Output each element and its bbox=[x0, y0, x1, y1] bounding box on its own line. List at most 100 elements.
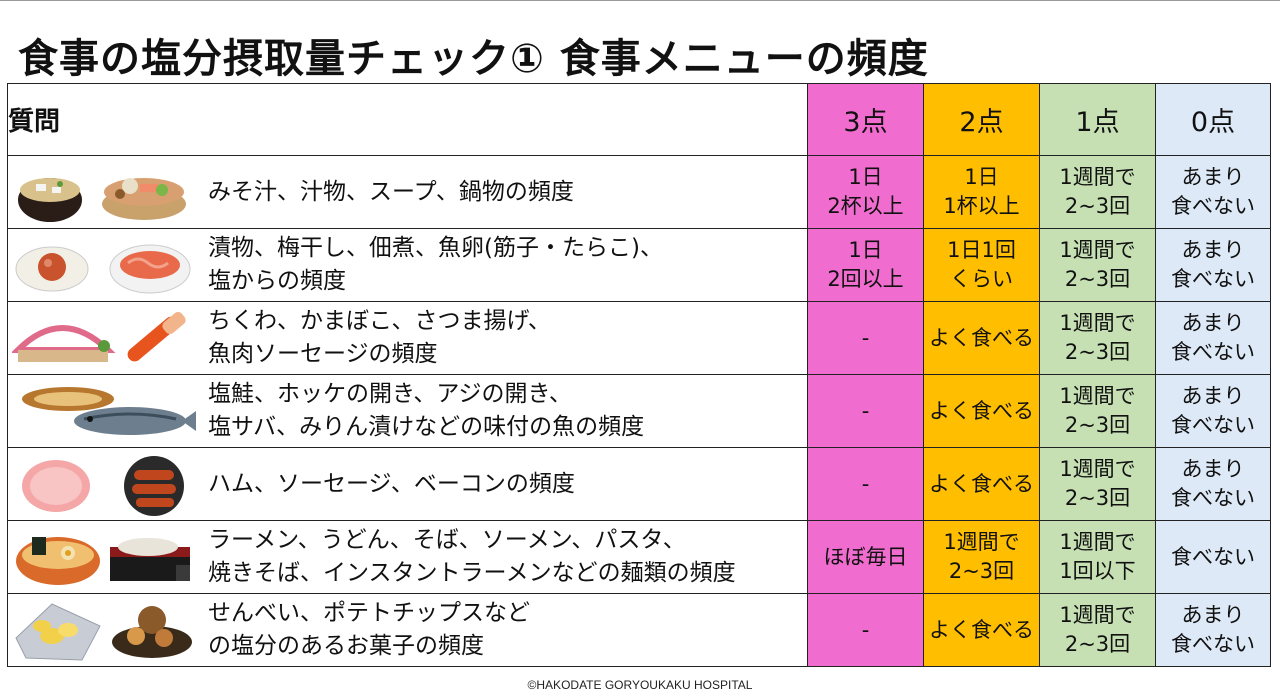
answer-line2: 2~3回 bbox=[1064, 267, 1131, 291]
question-cell: 漬物、梅干し、佃煮、魚卵(筋子・たらこ)、 塩からの頻度 bbox=[7, 228, 808, 302]
answer-line1: - bbox=[861, 398, 870, 423]
answer-2pt: よく食べる bbox=[923, 301, 1040, 375]
answer-line2: 2~3回 bbox=[948, 559, 1015, 583]
answer-1pt: 1週間で 2~3回 bbox=[1039, 374, 1156, 448]
table-row: 漬物、梅干し、佃煮、魚卵(筋子・たらこ)、 塩からの頻度 1日 2回以上 1日1回… bbox=[7, 228, 1271, 302]
answer-line1: あまり bbox=[1181, 384, 1245, 408]
question-text-line2: 塩サバ、みりん漬けなどの味付の魚の頻度 bbox=[208, 414, 645, 440]
answer-line1: 1週間で bbox=[1059, 384, 1136, 408]
soba-icon bbox=[110, 538, 190, 581]
answer-3pt: 1日 2杯以上 bbox=[807, 155, 924, 229]
question-text-line1: ハム、ソーセージ、ベーコンの頻度 bbox=[208, 470, 575, 497]
score-0-header: 0点 bbox=[1155, 83, 1271, 156]
answer-2pt: よく食べる bbox=[923, 593, 1040, 667]
answer-line1: 1週間で bbox=[1059, 530, 1136, 554]
answer-line1: 1週間で bbox=[1059, 603, 1136, 627]
answer-line2: 2回以上 bbox=[827, 267, 904, 291]
answer-line1: あまり bbox=[1181, 311, 1245, 335]
food-illustrations bbox=[12, 311, 186, 362]
answer-2pt: よく食べる bbox=[923, 374, 1040, 448]
answer-2pt: よく食べる bbox=[923, 447, 1040, 521]
shiokara-icon bbox=[109, 244, 191, 294]
answer-line2: 食べない bbox=[1171, 413, 1255, 437]
answer-1pt: 1週間で 2~3回 bbox=[1039, 447, 1156, 521]
answer-1pt: 1週間で 2~3回 bbox=[1039, 155, 1156, 229]
question-text-line2: 焼きそば、インスタントラーメンなどの麺類の頻度 bbox=[208, 560, 736, 586]
question-cell: せんべい、ポテトチップスなど の塩分のあるお菓子の頻度 bbox=[7, 593, 808, 667]
answer-1pt: 1週間で 1回以下 bbox=[1039, 520, 1156, 594]
answer-line2: 2~3回 bbox=[1064, 486, 1131, 510]
food-illustrations bbox=[18, 178, 186, 222]
answer-line1: あまり bbox=[1181, 238, 1245, 262]
answer-3pt: 1日 2回以上 bbox=[807, 228, 924, 302]
hot-pot-icon bbox=[102, 178, 186, 220]
kamaboko-icon bbox=[12, 325, 116, 362]
answer-0pt: あまり 食べない bbox=[1155, 155, 1271, 229]
answer-line2: 2~3回 bbox=[1064, 413, 1131, 437]
score-3-header: 3点 bbox=[807, 83, 924, 156]
answer-line1: 1週間で bbox=[1059, 238, 1136, 262]
salted-mackerel-icon bbox=[74, 407, 196, 435]
answer-line2: 2~3回 bbox=[1064, 340, 1131, 364]
answer-line1: あまり bbox=[1181, 603, 1245, 627]
answer-0pt: あまり 食べない bbox=[1155, 374, 1271, 448]
answer-2pt: 1日 1杯以上 bbox=[923, 155, 1040, 229]
page-title: 食事の塩分摂取量チェック① 食事メニューの頻度 bbox=[18, 36, 929, 82]
answer-line2: 食べない bbox=[1171, 486, 1255, 510]
answer-3pt: - bbox=[807, 374, 924, 448]
grilled-fish-icon bbox=[22, 387, 114, 411]
answer-3pt: - bbox=[807, 301, 924, 375]
table-row: ハム、ソーセージ、ベーコンの頻度 - よく食べる 1週間で 2~3回 あまり 食べな… bbox=[7, 447, 1271, 521]
table-row: ちくわ、かまぼこ、さつま揚げ、 魚肉ソーセージの頻度 - よく食べる 1週間で 2… bbox=[7, 301, 1271, 375]
answer-2pt: 1週間で 2~3回 bbox=[923, 520, 1040, 594]
answer-line1: よく食べる bbox=[929, 617, 1034, 642]
answer-line2: くらい bbox=[950, 267, 1013, 291]
answer-line1: - bbox=[861, 325, 870, 350]
answer-0pt: あまり 食べない bbox=[1155, 593, 1271, 667]
miso-soup-icon bbox=[18, 178, 82, 222]
answer-0pt: 食べない bbox=[1155, 520, 1271, 594]
ramen-icon bbox=[16, 537, 100, 585]
answer-1pt: 1週間で 2~3回 bbox=[1039, 301, 1156, 375]
answer-line2: 1杯以上 bbox=[943, 194, 1020, 218]
score-2-header: 2点 bbox=[923, 83, 1040, 156]
answer-line1: 1日1回 bbox=[947, 238, 1016, 262]
table-row: ラーメン、うどん、そば、ソーメン、パスタ、 焼きそば、インスタントラーメンなどの… bbox=[7, 520, 1271, 594]
answer-0pt: あまり 食べない bbox=[1155, 301, 1271, 375]
question-text-line1: みそ汁、汁物、スープ、鍋物の頻度 bbox=[208, 178, 574, 205]
answer-0pt: あまり 食べない bbox=[1155, 228, 1271, 302]
umeboshi-icon bbox=[15, 246, 89, 292]
question-text-line1: 塩鮭、ホッケの開き、アジの開き、 bbox=[208, 381, 572, 407]
answer-line1: 1週間で bbox=[1059, 165, 1136, 189]
answer-line1: 1週間で bbox=[943, 530, 1020, 554]
answer-line1: よく食べる bbox=[929, 325, 1034, 350]
question-header: 質問 bbox=[7, 83, 808, 156]
copyright-notice: ©HAKODATE GORYOUKAKU HOSPITAL bbox=[527, 678, 753, 692]
question-cell: 塩鮭、ホッケの開き、アジの開き、 塩サバ、みりん漬けなどの味付の魚の頻度 bbox=[7, 374, 808, 448]
question-text-line2: 魚肉ソーセージの頻度 bbox=[208, 341, 438, 367]
food-illustrations bbox=[15, 244, 191, 294]
answer-line2: 食べない bbox=[1171, 632, 1255, 656]
answer-line1: 1日 bbox=[848, 238, 883, 262]
ham-icon bbox=[22, 460, 90, 512]
potato-chips-icon bbox=[15, 603, 101, 661]
answer-line2: 1回以下 bbox=[1059, 559, 1136, 583]
answer-1pt: 1週間で 2~3回 bbox=[1039, 593, 1156, 667]
food-illustrations bbox=[16, 537, 190, 585]
answer-line2: 2~3回 bbox=[1064, 194, 1131, 218]
table-row: せんべい、ポテトチップスなど の塩分のあるお菓子の頻度 - よく食べる 1週間で… bbox=[7, 593, 1271, 667]
answer-3pt: - bbox=[807, 593, 924, 667]
question-cell: みそ汁、汁物、スープ、鍋物の頻度 bbox=[7, 155, 808, 229]
question-text-line1: せんべい、ポテトチップスなど bbox=[208, 600, 530, 626]
food-illustrations bbox=[15, 603, 192, 661]
top-divider bbox=[0, 0, 1280, 1]
sausage-pan-icon bbox=[124, 456, 184, 516]
answer-line1: 1日 bbox=[964, 165, 999, 189]
question-cell: ハム、ソーセージ、ベーコンの頻度 bbox=[7, 447, 808, 521]
fish-sausage-icon bbox=[127, 311, 186, 362]
answer-1pt: 1週間で 2~3回 bbox=[1039, 228, 1156, 302]
answer-line2: 食べない bbox=[1171, 194, 1255, 218]
answer-3pt: - bbox=[807, 447, 924, 521]
question-text-line2: 塩からの頻度 bbox=[208, 268, 346, 294]
answer-line1: ほぼ毎日 bbox=[823, 544, 908, 569]
